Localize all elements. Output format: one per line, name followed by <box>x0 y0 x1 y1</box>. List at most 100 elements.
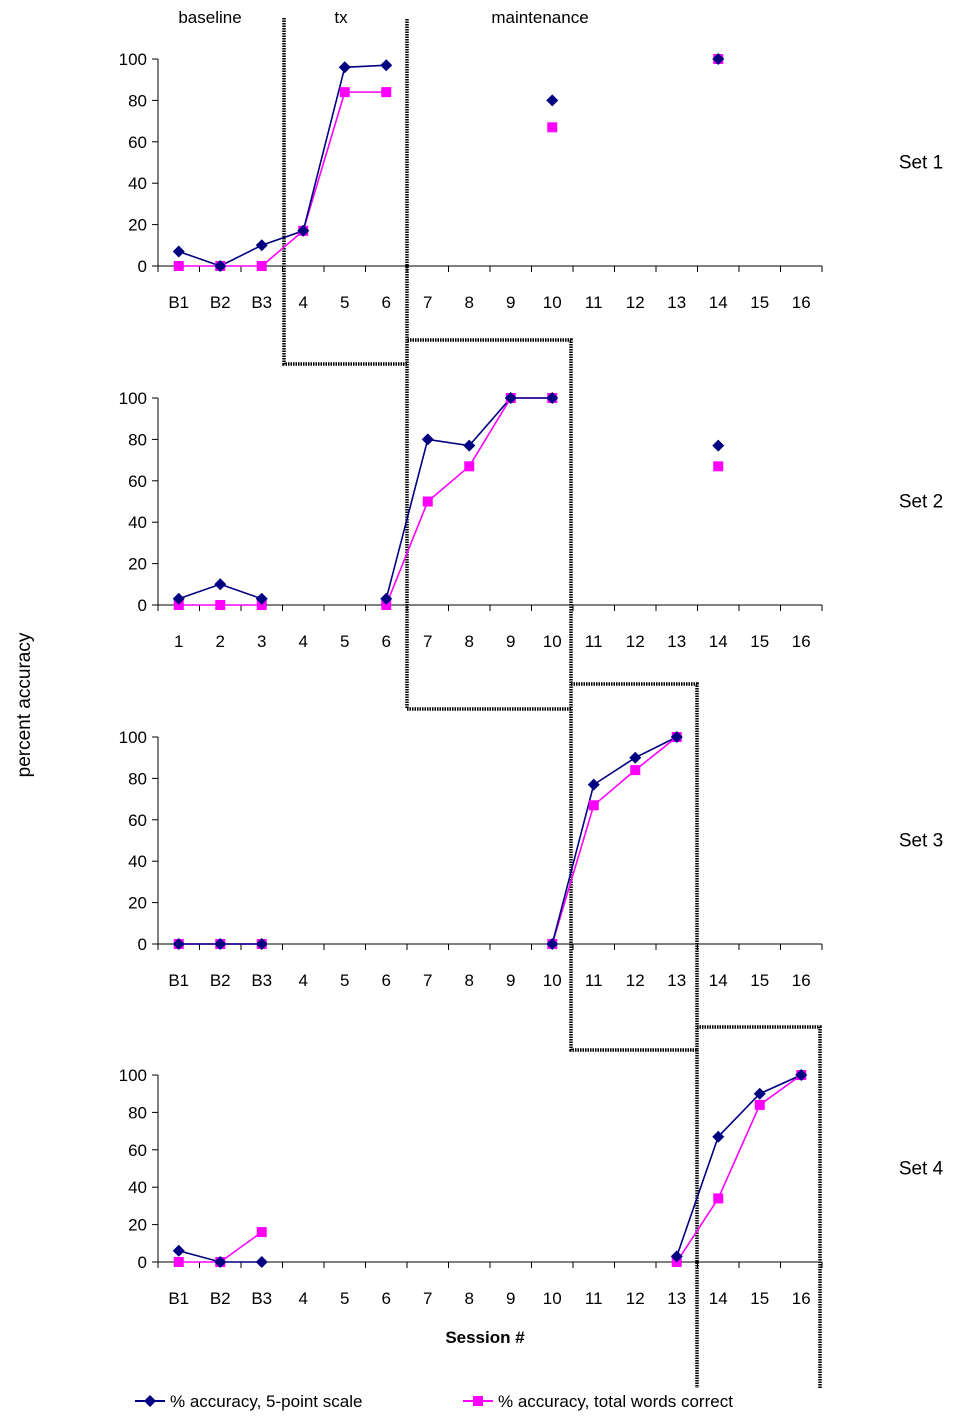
y-tick-label: 20 <box>128 555 147 574</box>
series-1-point <box>255 592 268 605</box>
y-tick-label: 100 <box>119 50 147 69</box>
series-1-point <box>421 433 434 446</box>
x-tick-label: 11 <box>585 632 603 651</box>
x-tick-label: 15 <box>750 293 769 312</box>
x-tick-label: B1 <box>168 1289 189 1308</box>
series-1-point <box>255 239 268 252</box>
y-tick-label: 80 <box>128 769 147 788</box>
phase-label-baseline: baseline <box>178 8 241 27</box>
series-1-segment <box>219 244 263 267</box>
set-label: Set 2 <box>899 492 943 513</box>
x-tick-label: 6 <box>382 1289 391 1308</box>
series-2-point <box>630 765 641 776</box>
x-tick-label: B2 <box>210 1289 231 1308</box>
series-1-point <box>172 245 185 258</box>
legend-marker-series-1 <box>144 1395 156 1407</box>
series-1-point <box>172 1244 185 1257</box>
series-2-point <box>754 1099 765 1110</box>
x-tick-label: 7 <box>423 1289 432 1308</box>
x-tick-label: 10 <box>543 971 562 990</box>
x-tick-label: 3 <box>257 632 266 651</box>
phase-change-line-5 <box>697 1025 822 1388</box>
x-tick-label: B3 <box>251 1289 272 1308</box>
series-1-point <box>546 938 559 950</box>
series-2-segment <box>717 1104 761 1199</box>
y-tick-label: 80 <box>128 91 147 110</box>
series-1-point <box>255 1256 268 1268</box>
series-1-point <box>504 392 517 404</box>
series-1-segment <box>675 1136 720 1257</box>
series-1-point <box>214 1256 227 1268</box>
series-2-point <box>339 87 350 98</box>
y-tick-label: 60 <box>128 472 147 491</box>
series-1-segment <box>178 1250 221 1263</box>
phase-label-maintenance: maintenance <box>491 8 588 27</box>
x-tick-label: 11 <box>585 293 603 312</box>
series-2-segment <box>551 805 595 945</box>
series-1-segment <box>634 736 678 759</box>
phase-change-line-2 <box>405 338 573 711</box>
x-tick-label: 16 <box>792 1289 811 1308</box>
x-tick-label: B2 <box>210 293 231 312</box>
x-tick-label: 2 <box>216 632 225 651</box>
series-2-segment <box>385 501 429 606</box>
legend: % accuracy, 5-point scale % accuracy, to… <box>135 1392 733 1411</box>
y-tick-label: 0 <box>138 1253 147 1272</box>
x-tick-label: 13 <box>667 971 686 990</box>
series-2-point <box>464 461 475 472</box>
x-tick-label: 5 <box>340 293 349 312</box>
x-tick-label: 12 <box>626 632 645 651</box>
x-tick-label: 7 <box>423 632 432 651</box>
x-tick-label: 12 <box>626 293 645 312</box>
series-1-point <box>795 1069 808 1081</box>
x-tick-label: 7 <box>423 293 432 312</box>
series-1-segment <box>717 1093 761 1138</box>
series-2-segment <box>759 1074 802 1106</box>
series-2-segment <box>219 1231 263 1263</box>
series-1-point <box>214 260 227 272</box>
x-tick-label: 4 <box>299 1289 308 1308</box>
series-1-point <box>463 439 476 452</box>
legend-label-series-1: % accuracy, 5-point scale <box>170 1392 362 1411</box>
x-tick-label: 9 <box>506 1289 515 1308</box>
series-1-segment <box>551 784 595 945</box>
x-tick-label: 12 <box>626 971 645 990</box>
series-1-point <box>753 1087 766 1100</box>
series-2-point <box>215 600 226 610</box>
series-1-segment <box>468 397 512 447</box>
series-2-point <box>588 800 599 811</box>
y-tick-label: 40 <box>128 513 147 532</box>
series-2-point <box>381 600 392 610</box>
x-tick-label: 4 <box>299 632 308 651</box>
y-tick-label: 60 <box>128 1141 147 1160</box>
x-tick-label: 14 <box>709 293 728 312</box>
series-2-point <box>256 1227 267 1238</box>
y-tick-label: 60 <box>128 133 147 152</box>
series-1-point <box>214 938 227 950</box>
series-1-point <box>629 751 642 764</box>
y-tick-label: 100 <box>119 728 147 747</box>
series-1-segment <box>427 438 470 447</box>
x-tick-label: 5 <box>340 1289 349 1308</box>
phase-change-line-3 <box>569 682 699 1052</box>
x-tick-label: 10 <box>543 1289 562 1308</box>
y-tick-label: 100 <box>119 389 147 408</box>
series-1-segment <box>385 439 429 599</box>
series-1-point <box>546 94 559 107</box>
set-label: Set 4 <box>899 1159 944 1180</box>
series-2-segment <box>676 1197 719 1263</box>
x-tick-label: 16 <box>792 293 811 312</box>
x-tick-label: B1 <box>168 971 189 990</box>
x-tick-label: 5 <box>340 971 349 990</box>
x-tick-label: B2 <box>210 971 231 990</box>
series-1-segment <box>759 1074 802 1095</box>
series-2-segment <box>427 465 470 503</box>
x-tick-label: 15 <box>750 971 769 990</box>
x-tick-label: B1 <box>168 293 189 312</box>
series-2-point <box>713 1193 724 1204</box>
series-2-point <box>713 461 724 472</box>
x-tick-label: 15 <box>750 632 769 651</box>
